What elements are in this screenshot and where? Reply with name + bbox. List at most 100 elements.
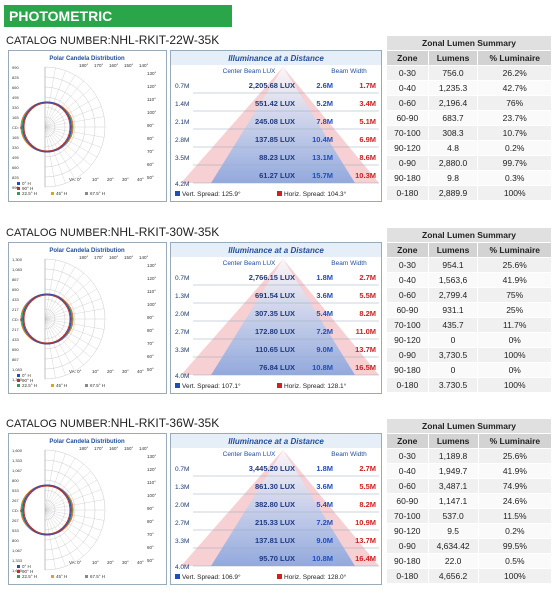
catalog-number: NHL-RKIT-22W-35K [110,33,220,47]
horizontal-width: 5.1M [359,117,376,126]
polar-diagram: Polar Candela Distribution 1,300 1,083 867 6… [8,242,167,394]
polar-grid-ray [44,70,66,128]
horizontal-spread: Horiz. Spread: 128.1° [284,382,347,390]
polar-grid-ray [44,509,76,563]
legend-label: 67.5° H [90,191,105,196]
column-header: Lumens [427,50,479,66]
distance: 2.0M [175,311,189,318]
polar-angle-label: 50° [147,558,154,563]
table-cell: 60-90 [386,110,429,126]
polar-angle-label: 100° [147,493,157,498]
illuminance-title: Illuminance at a Distance [228,54,324,63]
table-cell: 90-120 [386,523,429,539]
table-cell: 26.2% [477,65,552,81]
polar-grid-ray [44,509,98,541]
center-lux: 307.35 LUX [255,309,295,318]
legend-swatch [17,570,20,573]
horizontal-width: 5.5M [359,482,376,491]
polar-angle-label: 40° [137,177,144,182]
table-cell: 76% [477,95,552,111]
polar-grid-ray [44,126,102,148]
table-cell: 60-90 [386,493,429,509]
center-lux: 691.54 LUX [255,291,295,300]
polar-title: Polar Candela Distribution [49,248,125,254]
polar-angle-label: 150° [124,63,134,68]
distance: 2.8M [175,137,189,144]
table-cell: 0% [477,332,552,348]
table-cell: 90-180 [386,170,429,186]
polar-angle-label: 120° [147,276,157,281]
vertical-width: 5.2M [316,99,333,108]
polar-curve [23,102,71,152]
polar-angle-label: 180° [79,255,89,260]
polar-scale-label: 165 [12,115,19,120]
table-cell: 9.8 [427,170,479,186]
legend-swatch [51,575,54,578]
legend-swatch [17,565,20,568]
center-lux: 245.08 LUX [255,117,295,126]
polar-angle-label: 120° [147,467,157,472]
polar-angle-label: 160° [109,255,119,260]
horizontal-width: 1.7M [359,81,376,90]
polar-grid-ray [44,308,105,320]
table-cell: 25% [477,302,552,318]
column-header: Lumens [427,242,479,258]
polar-grid-ray [44,509,105,521]
horizontal-width: 5.5M [359,291,376,300]
vertical-width: 3.6M [316,291,333,300]
table-cell: 308.3 [427,125,479,141]
polar-scale-label: 1,300 [12,257,23,262]
table-row: 90-120 0 0% [386,332,552,348]
title-bar [171,434,381,448]
polar-diagram: Polar Candela Distribution 1,600 1,333 1,06… [8,433,167,585]
vertical-width: 10.8M [312,363,333,372]
polar-scale-label: 867 [12,357,19,362]
polar-scale-label: 1,333 [12,458,23,463]
column-header: Beam Width [331,260,367,267]
polar-angle-label: 180° [79,63,89,68]
distance: 2.7M [175,329,189,336]
vertical-width: 13.1M [312,153,333,162]
table-cell: 3,730.5 [427,347,479,363]
vert-swatch [175,574,180,579]
zonal-table: Zonal Lumen Summary Zone Lumens% Luminaire… [386,35,552,201]
polar-grid-ray [44,509,66,567]
polar-grid-ray [44,126,66,184]
legend-swatch [17,384,20,387]
polar-angle-label: 170° [94,446,104,451]
column-header: Center Beam LUX [223,451,276,458]
polar-grid-ray [44,318,84,366]
polar-scale-label: 867 [12,277,19,282]
table-cell: 3.730.5 [427,377,479,393]
polar-angle-label: 10° [92,369,99,374]
polar-grid-ray [44,116,105,128]
table-cell: 60-90 [386,302,429,318]
table-cell: 25.6% [477,257,552,273]
horizontal-width: 11.0M [356,327,376,336]
polar-angle-label: 70° [147,149,154,154]
center-lux: 88.23 LUX [259,153,295,162]
table-cell: 2,880.0 [427,155,479,171]
polar-angle-label: 10° [92,177,99,182]
table-cell: 0-90 [386,538,429,554]
polar-grid-ray [44,80,84,128]
table-cell: 42.7% [477,80,552,96]
table-title-row: Zonal Lumen Summary [386,227,552,243]
table-row: 0-90 3,730.5 100% [386,347,552,363]
table-row: 60-90 1,147.1 24.6% [386,493,553,509]
table-row: 90-180 0 0% [386,362,552,378]
polar-scale-label: 1,083 [12,267,23,272]
section-header: PHOTOMETRIC SPECIFICATIONS [4,5,232,46]
center-lux: 215.33 LUX [255,518,295,527]
polar-angle-label: 100° [147,110,157,115]
table-cell: 1,949.7 [427,463,479,479]
polar-angle-label: 40° [137,560,144,565]
polar-angle-label: 160° [109,446,119,451]
distance: 0.7M [175,83,189,90]
table-row: 90-180 9.8 0.3% [386,170,552,186]
center-lux: 551.42 LUX [255,99,295,108]
polar-grid-ray [44,74,76,128]
polar-angle-label: 150° [124,255,134,260]
polar-angle-label: 180° [79,446,89,451]
